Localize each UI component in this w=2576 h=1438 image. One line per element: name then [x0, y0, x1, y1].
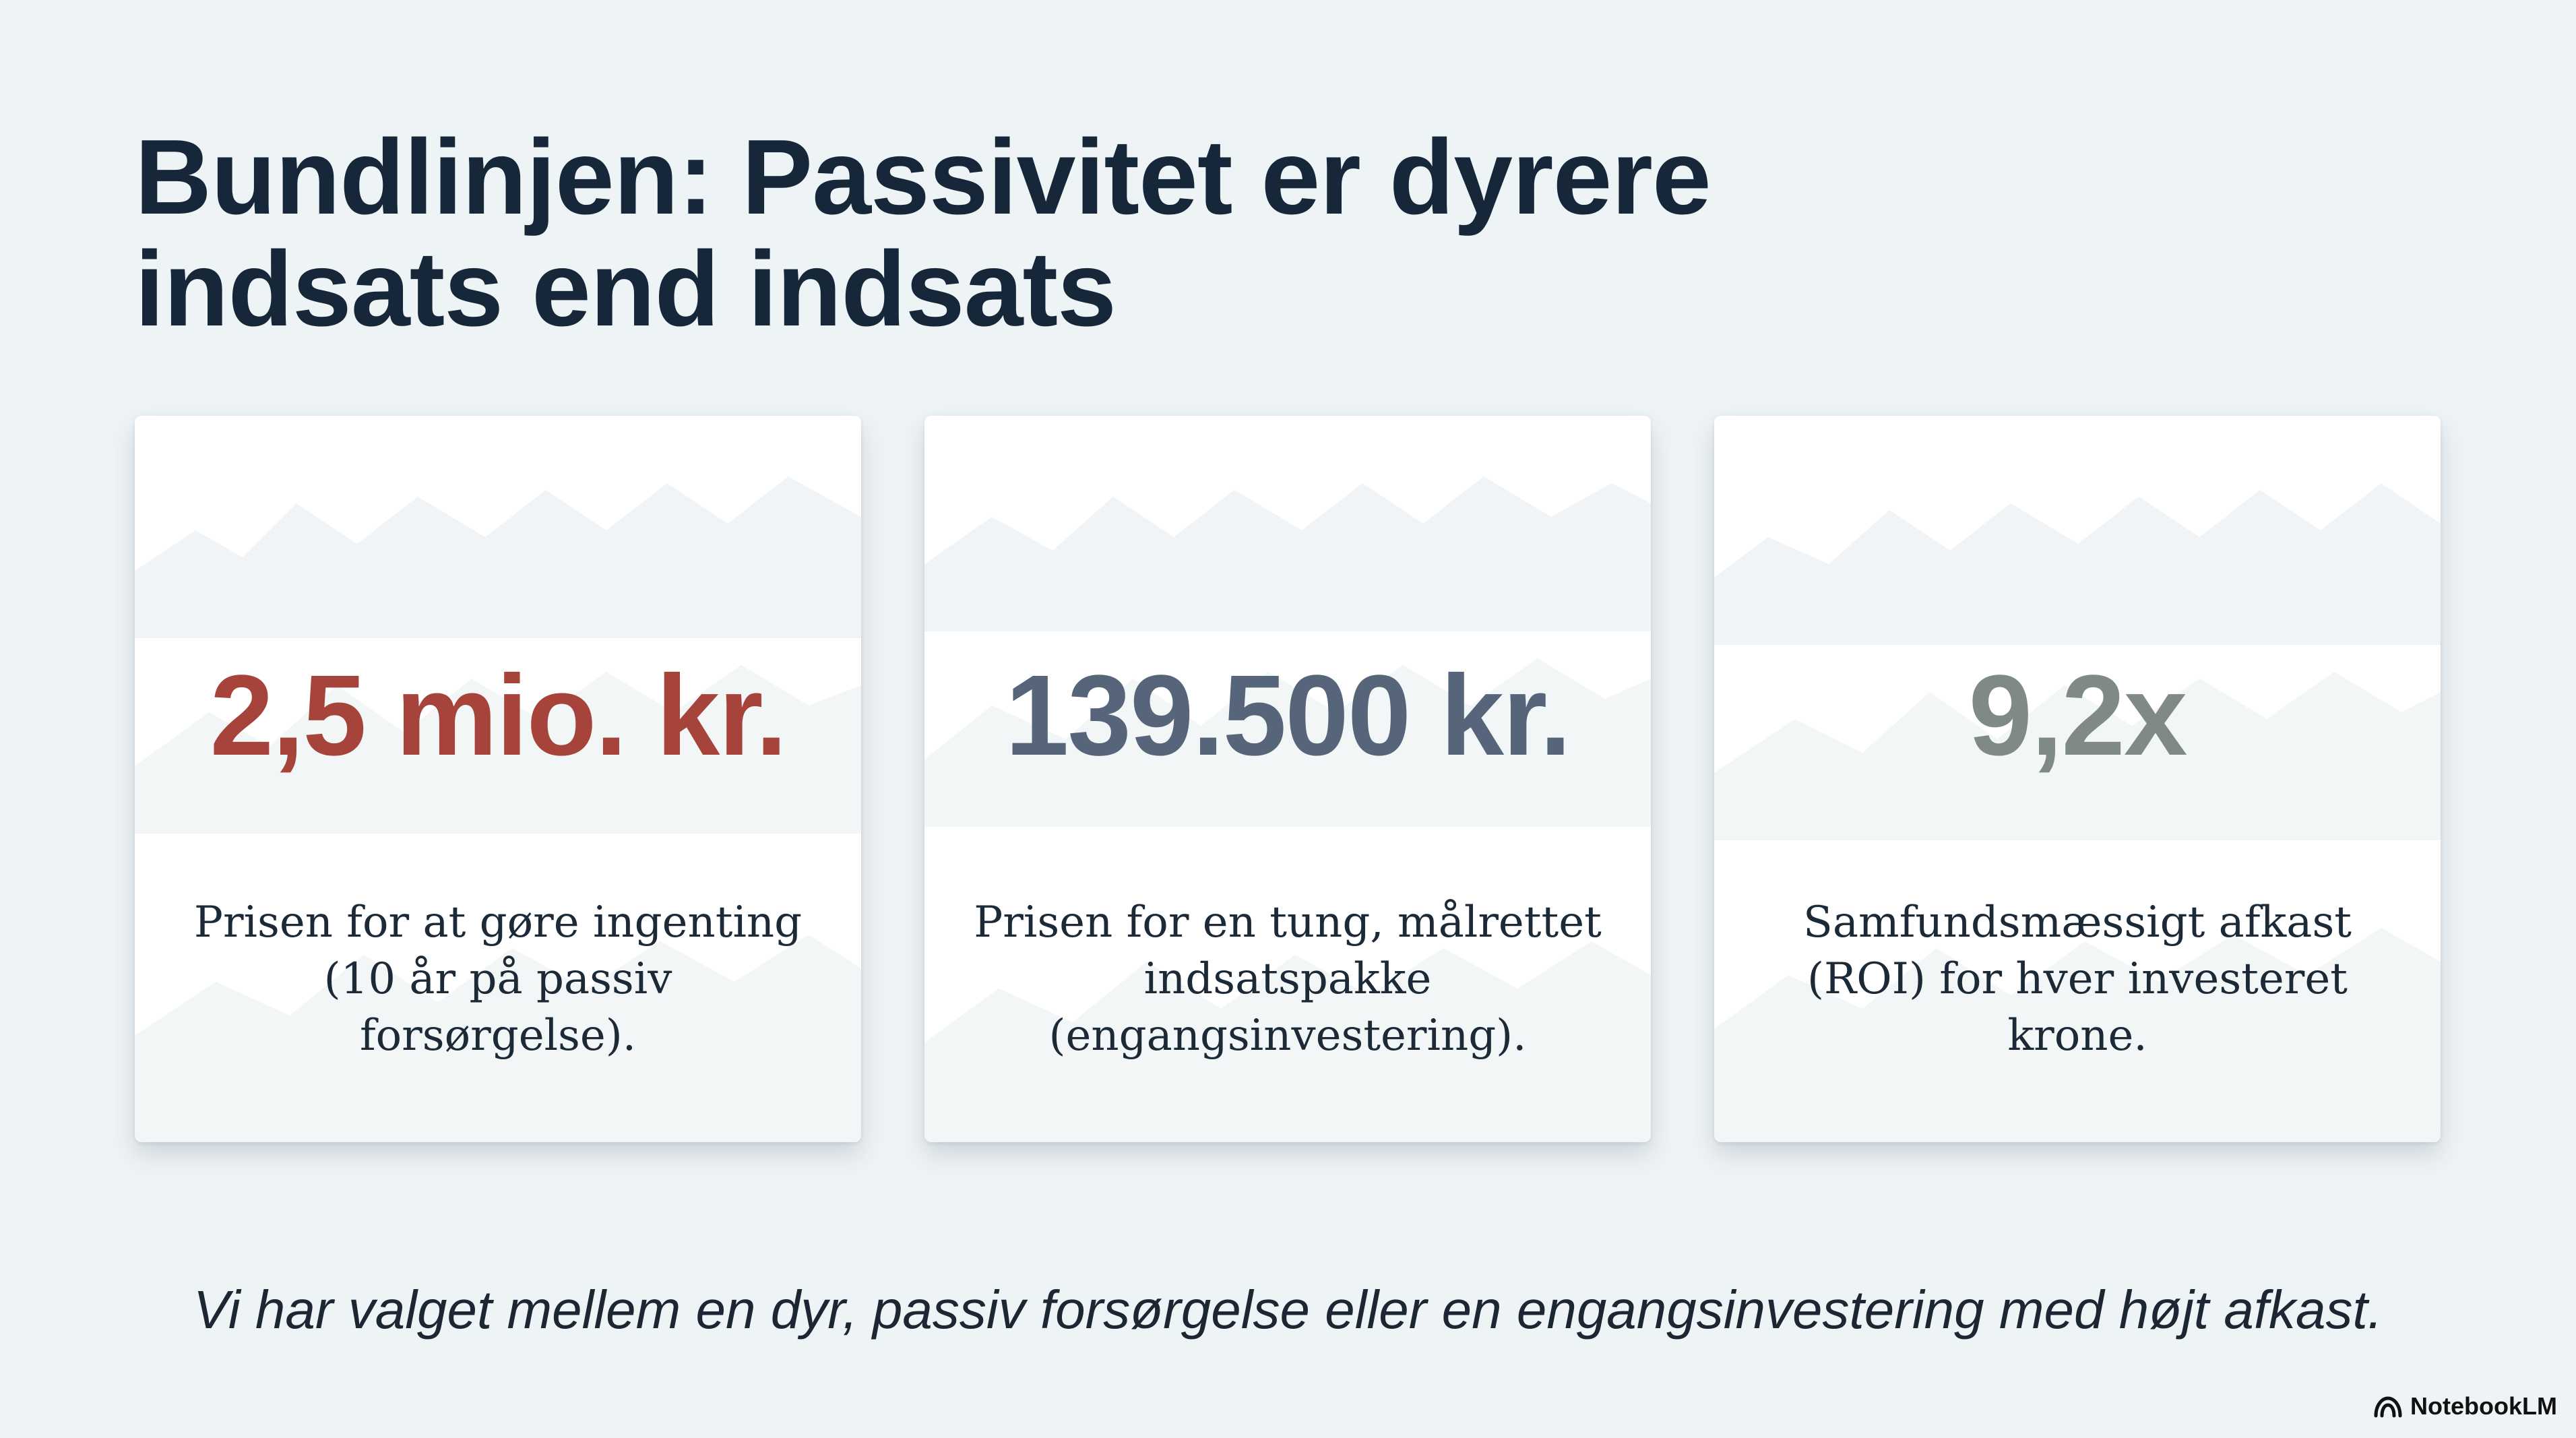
- stat-value: 9,2x: [1968, 652, 2188, 780]
- stat-value: 2,5 mio. kr.: [210, 652, 788, 780]
- stat-value: 139.500 kr.: [1005, 652, 1571, 780]
- stat-cards: 2,5 mio. kr. Prisen for at gøre ingentin…: [135, 416, 2442, 1142]
- brand-name: NotebookLM: [2410, 1392, 2557, 1420]
- stat-description: Prisen for en tung, målrettet indsatspak…: [974, 898, 1602, 1061]
- stat-card-passivity-cost: 2,5 mio. kr. Prisen for at gøre ingentin…: [135, 416, 861, 1142]
- stat-description: Prisen for at gøre ingenting (10 år på p…: [193, 898, 803, 1061]
- stat-description: Samfundsmæssigt afkast (ROI) for hver in…: [1803, 898, 2352, 1061]
- footer-quote: Vi har valget mellem en dyr, passiv fors…: [193, 1280, 2383, 1340]
- stat-card-roi: 9,2x Samfundsmæssigt afkast (ROI) for hv…: [1714, 416, 2441, 1142]
- brand-watermark: NotebookLM: [2374, 1389, 2557, 1423]
- slide-title-line-2: indsats end indsats: [135, 230, 1117, 348]
- notebooklm-logo-icon: [2374, 1396, 2402, 1418]
- card-watermark-texture: [135, 476, 861, 1142]
- card-watermark-texture: [924, 476, 1651, 1142]
- card-watermark-texture: [1714, 483, 2441, 1142]
- slide-title: Bundlinjen: Passivitet er dyrere indsats…: [135, 121, 1752, 345]
- slide-title-line-1: Bundlinjen: Passivitet er dyrere: [135, 118, 1711, 237]
- stat-card-intervention-cost: 139.500 kr. Prisen for en tung, målrette…: [924, 416, 1651, 1142]
